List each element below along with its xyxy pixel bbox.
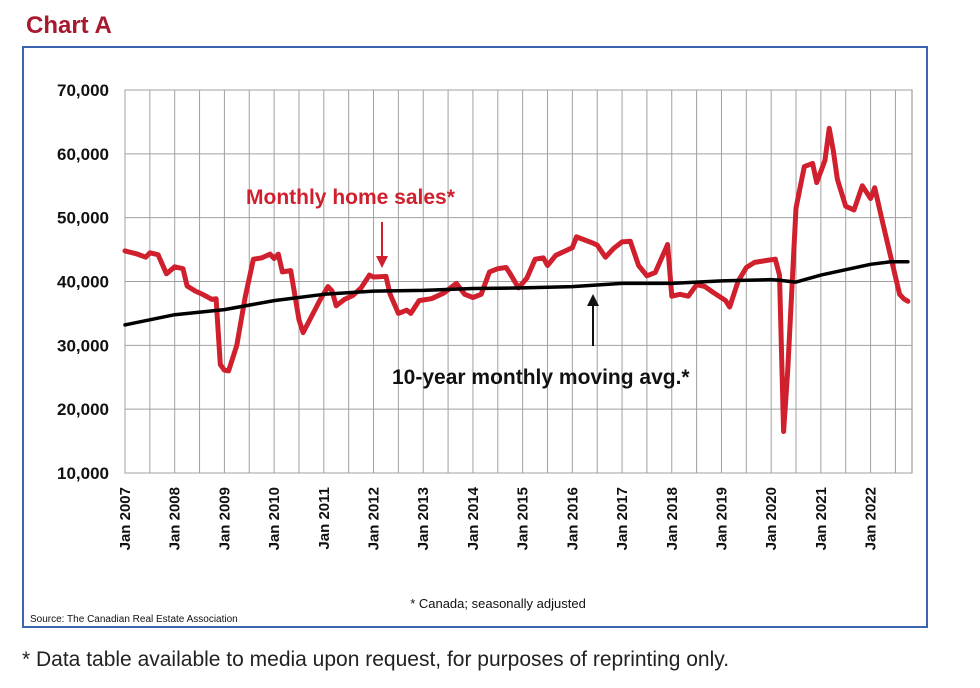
annotations: Monthly home sales* 10-year monthly movin… xyxy=(30,186,690,625)
x-tick-label: Jan 2012 xyxy=(366,487,383,550)
y-tick-label: 60,000 xyxy=(57,145,109,164)
y-tick-label: 40,000 xyxy=(57,273,109,292)
seasonal-note: * Canada; seasonally adjusted xyxy=(410,596,586,611)
y-tick-label: 30,000 xyxy=(57,336,109,355)
x-tick-label: Jan 2022 xyxy=(863,487,880,550)
x-tick-label: Jan 2017 xyxy=(614,487,631,550)
x-tick-label: Jan 2013 xyxy=(415,487,432,550)
y-tick-label: 20,000 xyxy=(57,400,109,419)
x-tick-label: Jan 2016 xyxy=(564,487,581,550)
y-tick-label: 50,000 xyxy=(57,209,109,228)
y-tick-label: 70,000 xyxy=(57,81,109,100)
x-tick-label: Jan 2008 xyxy=(167,487,184,550)
source-note: Source: The Canadian Real Estate Associa… xyxy=(30,614,238,625)
y-axis-ticks: 10,000 20,000 30,000 40,000 50,000 60,000 70,0… xyxy=(57,81,109,483)
x-tick-label: Jan 2011 xyxy=(316,487,333,550)
series-lines xyxy=(122,125,911,434)
annotation-sales-label: Monthly home sales* xyxy=(246,186,456,209)
grid xyxy=(124,89,913,474)
footnote: * Data table available to media upon req… xyxy=(22,648,730,671)
series-line-moving-average xyxy=(123,259,910,327)
annotation-avg-label: 10-year monthly moving avg.* xyxy=(392,366,690,389)
arrow-sales-head xyxy=(376,256,388,268)
y-tick-label: 10,000 xyxy=(57,464,109,483)
x-axis-ticks: Jan 2007 Jan 2008 Jan 2009 Jan 2010 Jan 2011… xyxy=(117,486,880,550)
x-tick-label: Jan 2020 xyxy=(763,487,780,550)
x-tick-label: Jan 2014 xyxy=(465,486,482,550)
x-tick-label: Jan 2007 xyxy=(117,487,134,550)
arrow-avg-head xyxy=(587,294,599,306)
x-tick-label: Jan 2009 xyxy=(216,487,233,550)
x-tick-label: Jan 2010 xyxy=(266,487,283,550)
chart-title: Chart A xyxy=(26,12,112,39)
x-tick-label: Jan 2018 xyxy=(664,487,681,550)
x-tick-label: Jan 2021 xyxy=(813,487,830,550)
chart-frame xyxy=(22,46,928,628)
x-tick-label: Jan 2019 xyxy=(713,487,730,550)
x-tick-label: Jan 2015 xyxy=(515,487,532,550)
